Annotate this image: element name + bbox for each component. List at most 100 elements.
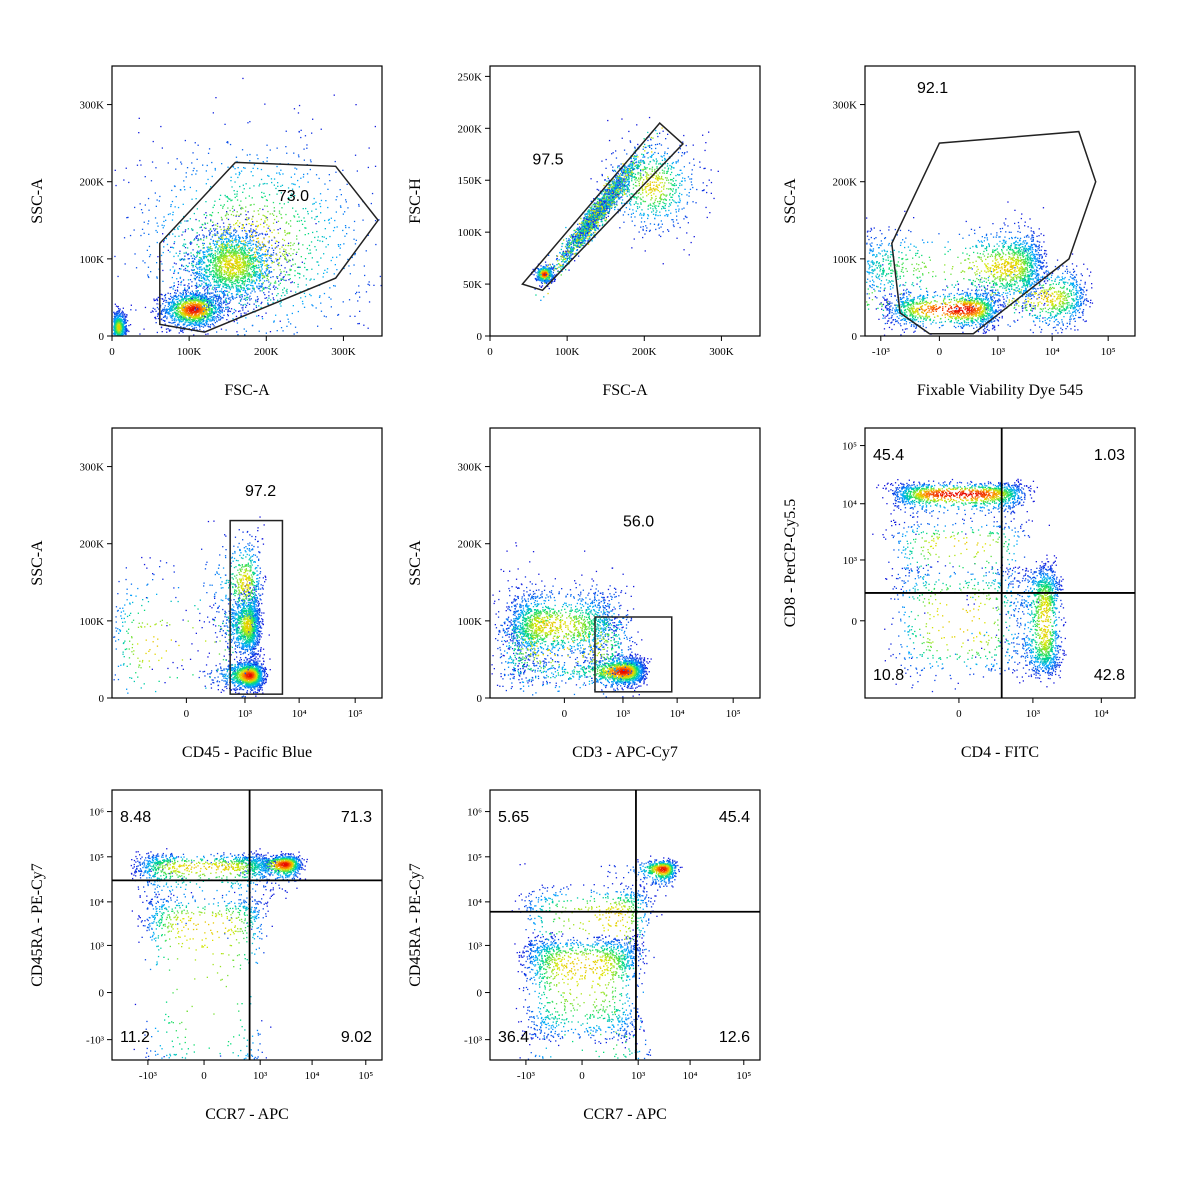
data-point: [215, 235, 216, 236]
data-point: [208, 247, 209, 248]
data-point: [281, 207, 282, 208]
data-point: [335, 285, 336, 286]
data-point: [238, 274, 239, 275]
data-point: [196, 170, 197, 171]
data-point: [262, 242, 263, 243]
data-point: [233, 215, 234, 216]
data-point: [116, 313, 117, 314]
data-point: [232, 265, 233, 266]
data-point: [240, 272, 241, 273]
data-point: [292, 208, 293, 209]
data-point: [184, 313, 185, 314]
data-point: [197, 314, 198, 315]
data-point: [346, 233, 347, 234]
data-point: [258, 235, 259, 236]
data-point: [217, 304, 218, 305]
data-point: [279, 252, 280, 253]
data-point: [252, 235, 253, 236]
data-point: [366, 291, 367, 292]
data-point: [198, 259, 199, 260]
data-point: [270, 230, 271, 231]
data-point: [218, 296, 219, 297]
data-point: [311, 217, 312, 218]
data-point: [284, 232, 285, 233]
data-point: [201, 298, 202, 299]
data-point: [263, 254, 264, 255]
data-point: [238, 167, 239, 168]
data-point: [258, 275, 259, 276]
data-point: [195, 275, 196, 276]
data-point: [215, 257, 216, 258]
data-point: [185, 140, 186, 141]
data-point: [226, 211, 227, 212]
data-point: [224, 244, 225, 245]
data-point: [196, 262, 197, 263]
data-point: [234, 194, 235, 195]
data-point: [261, 283, 262, 284]
data-point: [296, 252, 297, 253]
data-point: [149, 246, 150, 247]
data-point: [238, 277, 239, 278]
data-point: [244, 230, 245, 231]
data-point: [286, 222, 287, 223]
data-point: [191, 263, 192, 264]
data-point: [237, 177, 238, 178]
data-point: [241, 250, 242, 251]
data-point: [162, 270, 163, 271]
data-point: [171, 204, 172, 205]
data-point: [209, 285, 210, 286]
data-point: [254, 304, 255, 305]
data-point: [176, 313, 177, 314]
data-point: [249, 299, 250, 300]
data-point: [359, 323, 360, 324]
data-point: [219, 315, 220, 316]
data-point: [326, 316, 327, 317]
data-point: [242, 309, 243, 310]
data-point: [177, 296, 178, 297]
data-point: [263, 292, 264, 293]
data-point: [300, 137, 301, 138]
data-point: [246, 269, 247, 270]
data-point: [303, 275, 304, 276]
data-point: [233, 283, 234, 284]
data-point: [214, 313, 215, 314]
data-point: [266, 183, 267, 184]
data-point: [375, 126, 376, 127]
data-point: [249, 255, 250, 256]
data-point: [301, 130, 302, 131]
data-point: [253, 287, 254, 288]
data-point: [314, 198, 315, 199]
data-point: [222, 236, 223, 237]
data-point: [280, 228, 281, 229]
data-point: [195, 272, 196, 273]
data-point: [207, 326, 208, 327]
data-point: [312, 257, 313, 258]
data-point: [220, 277, 221, 278]
data-point: [220, 244, 221, 245]
data-point: [236, 254, 237, 255]
data-point: [198, 296, 199, 297]
data-point: [244, 267, 245, 268]
data-point: [174, 263, 175, 264]
data-point: [119, 325, 120, 326]
data-point: [192, 328, 193, 329]
data-point: [199, 273, 200, 274]
data-point: [228, 280, 229, 281]
data-point: [369, 281, 370, 282]
data-point: [252, 221, 253, 222]
data-point: [195, 313, 196, 314]
data-point: [221, 288, 222, 289]
data-point: [205, 304, 206, 305]
data-point: [183, 204, 184, 205]
data-point: [197, 276, 198, 277]
data-point: [219, 275, 220, 276]
data-point: [252, 263, 253, 264]
data-point: [152, 161, 153, 162]
data-point: [185, 319, 186, 320]
data-point: [212, 292, 213, 293]
data-point: [232, 281, 233, 282]
data-point: [229, 301, 230, 302]
data-point: [243, 185, 244, 186]
data-point: [244, 328, 245, 329]
data-point: [198, 239, 199, 240]
